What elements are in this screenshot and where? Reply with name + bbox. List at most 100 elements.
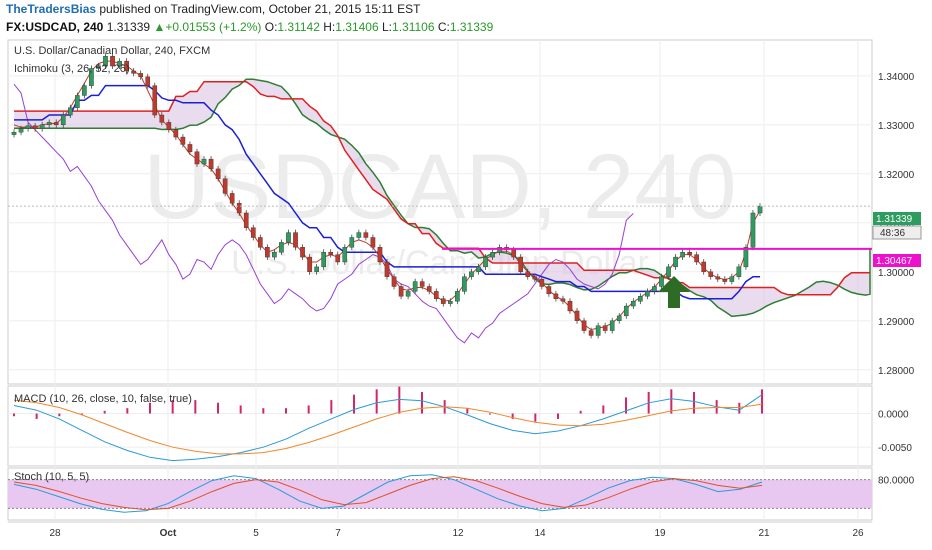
candle-body: [96, 65, 101, 69]
candle-body: [321, 251, 326, 268]
candle-body: [25, 125, 31, 129]
candle-body: [75, 95, 80, 108]
candle-body: [469, 271, 474, 277]
macd-hist-bar: [194, 400, 197, 414]
candle-body: [743, 247, 749, 268]
candle-body: [511, 249, 516, 258]
candle-body: [715, 276, 721, 280]
level-line: [8, 205, 872, 250]
macd-hist-bar: [103, 410, 106, 414]
candle-body: [666, 266, 671, 277]
chikou-line: [13, 83, 634, 344]
macd-hist-bar: [239, 405, 242, 414]
candle-body: [138, 73, 143, 78]
candle-body: [349, 237, 355, 248]
macd-hist-bar: [149, 402, 151, 414]
published-text: published on TradingView.com, October 21…: [96, 2, 421, 16]
x-tick-label: 26: [852, 528, 864, 539]
candle-body: [229, 193, 235, 204]
candle-body: [166, 122, 172, 130]
candle-body: [616, 315, 622, 321]
candle-body: [110, 56, 115, 67]
last-price: 1.31339: [106, 20, 151, 34]
candle-body: [159, 114, 165, 123]
macd-hist-bar: [330, 400, 333, 414]
candle-body: [476, 266, 481, 272]
x-tick-label: 5: [253, 528, 259, 539]
candle-body: [145, 76, 151, 86]
author-link[interactable]: TheTradersBias: [6, 2, 97, 16]
countdown-tag: [872, 225, 922, 240]
candle-body: [455, 291, 460, 302]
candle-body: [335, 254, 341, 263]
candle-body: [687, 251, 692, 255]
candle-body: [180, 136, 186, 145]
x-tick-label: 14: [534, 528, 546, 539]
main-pane[interactable]: [7, 39, 873, 385]
macd-hist-bar: [35, 413, 38, 419]
candle-body: [708, 271, 714, 277]
candle-body: [419, 281, 425, 287]
candle-body: [405, 291, 411, 297]
ichimoku-label: Ichimoku (3, 26, 52, 26): [14, 63, 130, 75]
macd-y-tick-label: 0.0000: [878, 410, 909, 421]
macd-y-tick-label: -0.0050: [878, 443, 912, 454]
candle-body: [553, 293, 559, 299]
signal-line: [13, 399, 763, 455]
candle-body: [307, 256, 312, 272]
close-value: 1.31339: [449, 20, 494, 34]
candle-body: [490, 251, 495, 258]
candle-body: [623, 305, 629, 317]
macd-pane[interactable]: [7, 385, 873, 467]
low-label: L:: [382, 20, 393, 34]
x-tick-label: 28: [49, 528, 61, 539]
macd-label: MACD (10, 26, close, 10, false, true): [14, 393, 192, 405]
macd-hist-bar: [126, 408, 129, 414]
macd-hist-bar: [693, 392, 695, 414]
level-tag-text: 1.30467: [876, 256, 913, 267]
stoch-band: [8, 479, 872, 509]
candle-body: [60, 114, 66, 126]
candle-body: [426, 286, 432, 292]
candle-body: [729, 276, 735, 282]
macd-hist-bar: [307, 405, 310, 414]
macd-hist-bar: [375, 389, 378, 414]
candle-body: [11, 131, 17, 135]
y-tick-label: 1.32000: [878, 170, 915, 181]
candle-body: [18, 128, 24, 133]
macd-hist-bar: [466, 408, 469, 414]
x-tick-label: 19: [654, 528, 666, 539]
macd-hist-bar: [285, 408, 287, 414]
macd-hist-bar: [625, 397, 627, 414]
candle-body: [736, 266, 742, 277]
indicator-lines: [13, 60, 871, 344]
candle-body: [588, 330, 594, 336]
macd-hist-bar: [579, 410, 582, 414]
candle-body: [222, 178, 228, 194]
candle-body: [701, 261, 707, 272]
candle-body: [483, 256, 488, 268]
candle-body: [560, 298, 566, 302]
candle-body: [440, 298, 446, 304]
macd-line: [13, 394, 763, 462]
candle-body: [39, 124, 45, 129]
candle-body: [131, 70, 136, 74]
macd-hist-bar: [353, 394, 355, 414]
candle-body: [187, 144, 193, 152]
candle-body: [89, 68, 94, 86]
candle-body: [53, 122, 59, 126]
candle-body: [581, 320, 587, 331]
stoch-plot: [8, 474, 872, 513]
candle-body: [398, 286, 404, 297]
candle-body: [391, 276, 397, 287]
chart-canvas[interactable]: USDCAD, 240 U.S. Dollar/Canadian Dollar …: [0, 38, 932, 550]
candle-body: [652, 286, 657, 292]
candle-body: [201, 158, 207, 165]
macd-hist-bar: [557, 413, 559, 419]
candle-body: [82, 85, 87, 96]
stoch-label: Stoch (10, 5, 5): [14, 471, 89, 483]
candle-body: [757, 205, 763, 214]
candle-body: [46, 122, 52, 126]
candle-body: [448, 300, 453, 304]
macd-hist-bar: [670, 389, 673, 414]
